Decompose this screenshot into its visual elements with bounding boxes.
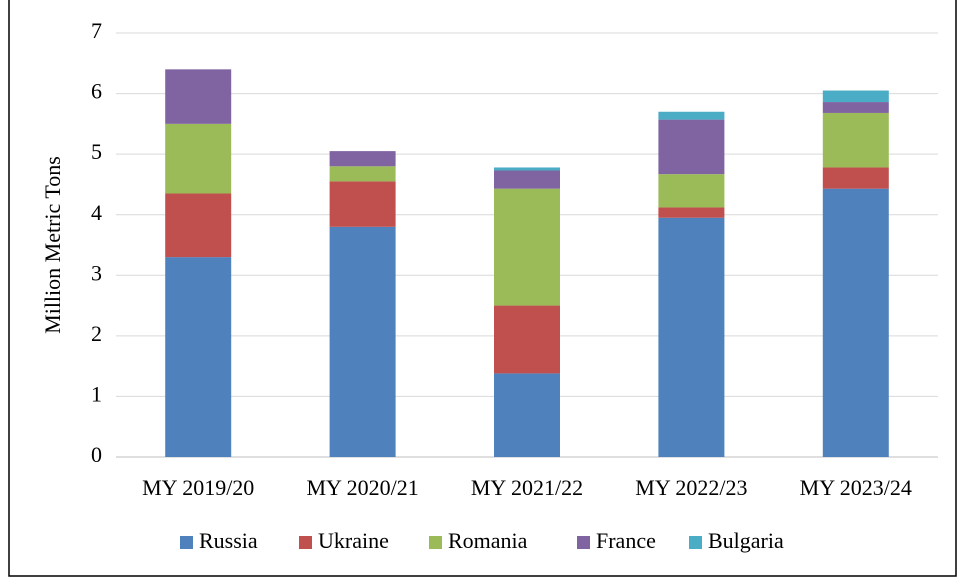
- legend-label: Ukraine: [318, 528, 389, 553]
- bar-segment: [822, 90, 889, 103]
- legend-swatch: [429, 536, 442, 549]
- x-tick-label: MY 2019/20: [142, 475, 254, 500]
- y-tick-label: 0: [91, 442, 102, 467]
- bar-segment: [822, 167, 889, 189]
- legend-swatch: [180, 536, 193, 549]
- y-axis-label: Million Metric Tons: [40, 156, 65, 334]
- bar-segment: [165, 257, 232, 457]
- legend-swatch: [299, 536, 312, 549]
- x-tick-label: MY 2020/21: [306, 475, 418, 500]
- y-tick-label: 6: [91, 79, 102, 104]
- bar-segment: [165, 69, 232, 124]
- y-tick-label: 5: [91, 139, 102, 164]
- bar-segment: [658, 217, 725, 457]
- legend-label: Romania: [448, 528, 528, 553]
- bar-segment: [822, 102, 889, 113]
- bar-segment: [329, 181, 396, 227]
- bar-segment: [329, 166, 396, 182]
- y-tick-label: 2: [91, 321, 102, 346]
- legend-label: Russia: [199, 528, 258, 553]
- y-tick-label: 3: [91, 260, 102, 285]
- bar-segment: [329, 226, 396, 457]
- bar-segment: [822, 112, 889, 168]
- y-tick-label: 4: [91, 200, 102, 225]
- bar-segment: [329, 151, 396, 167]
- legend-swatch: [689, 536, 702, 549]
- y-tick-label: 1: [91, 381, 102, 406]
- bar-segment: [494, 170, 560, 189]
- legend-label: France: [596, 528, 656, 553]
- bar-segment: [165, 123, 232, 194]
- bar-segment: [658, 207, 725, 218]
- bar-segment: [658, 174, 725, 208]
- frame: [8, 0, 957, 577]
- bar-segment: [494, 167, 560, 171]
- bar-segment: [658, 111, 725, 120]
- bar-segment: [822, 188, 889, 457]
- x-tick-label: MY 2023/24: [800, 475, 912, 500]
- bar-segment: [494, 373, 560, 457]
- bar-segment: [494, 188, 560, 306]
- x-tick-label: MY 2021/22: [471, 475, 583, 500]
- bar-segment: [658, 119, 725, 175]
- bar-segment: [165, 193, 232, 258]
- x-tick-label: MY 2022/23: [635, 475, 747, 500]
- y-tick-label: 7: [91, 18, 102, 43]
- legend-label: Bulgaria: [708, 528, 784, 553]
- legend-swatch: [577, 536, 590, 549]
- bar-segment: [494, 305, 560, 374]
